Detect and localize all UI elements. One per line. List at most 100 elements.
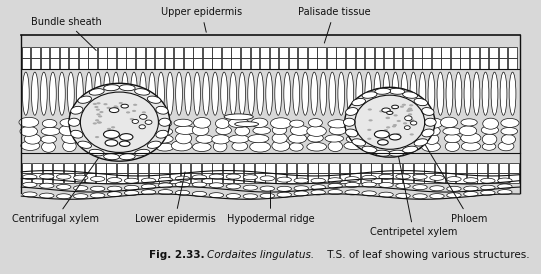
Ellipse shape xyxy=(329,72,335,115)
Bar xyxy=(107,173,116,183)
Bar xyxy=(50,47,59,58)
Bar xyxy=(289,47,298,58)
Ellipse shape xyxy=(115,133,135,144)
Ellipse shape xyxy=(367,138,372,140)
Ellipse shape xyxy=(135,149,149,156)
Ellipse shape xyxy=(411,121,417,125)
Ellipse shape xyxy=(311,178,326,183)
Bar xyxy=(223,173,233,183)
Ellipse shape xyxy=(23,192,37,197)
Ellipse shape xyxy=(345,87,435,157)
Ellipse shape xyxy=(374,72,381,115)
Ellipse shape xyxy=(78,141,91,149)
Ellipse shape xyxy=(266,72,273,115)
Ellipse shape xyxy=(226,174,241,179)
Bar xyxy=(355,47,364,58)
Bar xyxy=(340,164,349,173)
Bar xyxy=(350,173,360,183)
Ellipse shape xyxy=(56,184,71,189)
Ellipse shape xyxy=(248,72,254,115)
Ellipse shape xyxy=(175,176,190,181)
Bar xyxy=(441,47,450,58)
Bar xyxy=(451,47,460,58)
Ellipse shape xyxy=(294,191,308,196)
Ellipse shape xyxy=(97,121,101,124)
Ellipse shape xyxy=(248,135,269,143)
Ellipse shape xyxy=(226,184,241,189)
Ellipse shape xyxy=(42,142,55,152)
Ellipse shape xyxy=(135,89,149,95)
Ellipse shape xyxy=(328,183,342,189)
Text: T.S. of leaf showing various structures.: T.S. of leaf showing various structures. xyxy=(324,250,529,260)
Ellipse shape xyxy=(498,178,512,183)
Bar xyxy=(478,173,487,183)
Bar xyxy=(160,164,169,173)
Bar xyxy=(413,47,421,58)
Ellipse shape xyxy=(232,141,248,151)
Ellipse shape xyxy=(424,118,443,128)
Ellipse shape xyxy=(461,119,477,126)
Ellipse shape xyxy=(500,72,507,115)
Ellipse shape xyxy=(85,72,93,115)
Bar xyxy=(164,58,174,69)
Ellipse shape xyxy=(409,109,413,111)
Ellipse shape xyxy=(422,129,434,137)
Ellipse shape xyxy=(209,193,223,198)
Bar xyxy=(117,173,127,183)
Bar xyxy=(260,58,269,69)
Ellipse shape xyxy=(196,135,213,143)
Bar xyxy=(22,173,31,183)
Bar xyxy=(269,58,279,69)
Bar xyxy=(318,58,326,69)
Bar xyxy=(327,58,335,69)
Bar xyxy=(308,47,316,58)
Ellipse shape xyxy=(68,72,74,115)
Ellipse shape xyxy=(447,177,461,182)
Bar xyxy=(75,173,84,183)
Bar xyxy=(319,164,328,173)
Ellipse shape xyxy=(396,183,410,189)
Ellipse shape xyxy=(74,185,88,191)
Ellipse shape xyxy=(89,89,104,95)
Ellipse shape xyxy=(39,183,54,188)
Bar xyxy=(202,164,212,173)
Bar xyxy=(276,164,286,173)
Ellipse shape xyxy=(228,118,249,128)
Ellipse shape xyxy=(260,193,274,198)
Bar xyxy=(425,173,434,183)
Bar xyxy=(337,58,345,69)
Ellipse shape xyxy=(203,72,209,115)
Ellipse shape xyxy=(481,126,499,134)
Ellipse shape xyxy=(184,72,192,115)
Ellipse shape xyxy=(253,127,270,134)
Bar xyxy=(361,173,371,183)
Ellipse shape xyxy=(345,117,363,128)
Ellipse shape xyxy=(378,140,388,145)
Ellipse shape xyxy=(272,140,290,151)
Ellipse shape xyxy=(98,121,102,124)
Ellipse shape xyxy=(132,110,136,112)
Bar xyxy=(509,173,519,183)
Bar xyxy=(435,173,445,183)
Ellipse shape xyxy=(362,191,377,196)
Bar xyxy=(499,164,509,173)
Ellipse shape xyxy=(251,118,268,127)
Ellipse shape xyxy=(93,122,97,124)
Bar xyxy=(372,164,381,173)
Bar xyxy=(489,58,498,69)
Ellipse shape xyxy=(108,186,122,191)
Ellipse shape xyxy=(461,133,481,143)
Bar xyxy=(54,173,63,183)
Ellipse shape xyxy=(498,190,512,195)
Ellipse shape xyxy=(94,106,98,108)
Bar xyxy=(255,164,265,173)
Ellipse shape xyxy=(289,143,303,151)
Bar xyxy=(193,47,202,58)
Bar xyxy=(432,58,441,69)
Ellipse shape xyxy=(41,72,47,115)
Bar xyxy=(414,173,424,183)
Bar xyxy=(64,164,74,173)
Bar xyxy=(213,58,221,69)
Ellipse shape xyxy=(114,105,118,107)
Bar xyxy=(423,58,431,69)
